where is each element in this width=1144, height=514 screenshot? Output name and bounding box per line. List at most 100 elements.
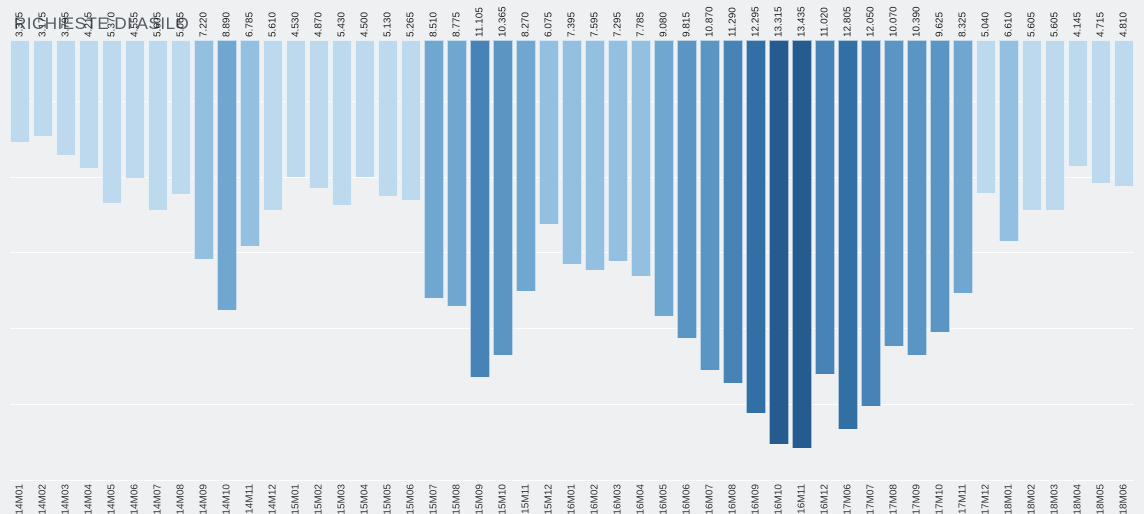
x-tick-label: 2016M03 (613, 484, 624, 514)
bar-column: 7.295 (608, 40, 628, 480)
value-label: 11.020 (820, 7, 831, 41)
x-tick-label: 2015M06 (406, 484, 417, 514)
x-tick: 2014M02 (33, 484, 53, 514)
bar: 5.040 (976, 40, 996, 193)
bar: 11.105 (470, 40, 490, 377)
value-label: 10.070 (889, 6, 900, 41)
x-tick-label: 2016M02 (590, 484, 601, 514)
x-tick-label: 2014M07 (153, 484, 164, 514)
bar-column: 4.500 (355, 40, 375, 480)
bar: 13.435 (792, 40, 812, 448)
x-tick: 2017M07 (861, 484, 881, 514)
plot-area: 3.3753.1753.7954.2155.3704.555 5.605 5.065… (10, 40, 1134, 480)
value-label: 5.610 (268, 12, 279, 41)
value-label: 7.785 (636, 12, 647, 41)
value-label: 10.390 (912, 6, 923, 41)
value-label: 4.530 (291, 12, 302, 41)
x-tick: 2016M03 (608, 484, 628, 514)
bar-column: 4.145 (1068, 40, 1088, 480)
value-label: 10.365 (498, 6, 509, 41)
x-tick-label: 2016M12 (820, 484, 831, 514)
x-tick: 2015M02 (309, 484, 329, 514)
value-label: 4.145 (1073, 12, 1084, 41)
bar-column: 4.555 (125, 40, 145, 480)
value-label: 6.075 (544, 12, 555, 41)
bar-column: 12.050 (861, 40, 881, 480)
bar: 5.065 (171, 40, 191, 194)
x-tick: 2014M12 (263, 484, 283, 514)
x-tick: 2015M04 (355, 484, 375, 514)
bar-column: 8.890 (217, 40, 237, 480)
x-tick-label: 2014M03 (61, 484, 72, 514)
bar-column: 12.805 (838, 40, 858, 480)
x-tick: 2015M11 (516, 484, 536, 514)
x-tick-label: 2017M06 (843, 484, 854, 514)
x-tick-label: 2016M06 (682, 484, 693, 514)
x-tick-label: 2015M12 (544, 484, 555, 514)
bar-column: 5.430 (332, 40, 352, 480)
x-tick: 2015M09 (470, 484, 490, 514)
bar: 10.070 (884, 40, 904, 346)
x-tick-label: 2017M08 (889, 484, 900, 514)
bar-column: 7.395 (562, 40, 582, 480)
x-tick: 2018M01 (999, 484, 1019, 514)
x-tick-label: 2015M05 (383, 484, 394, 514)
bar-column: 6.785 (240, 40, 260, 480)
x-tick: 2014M03 (56, 484, 76, 514)
bar-column: 7.785 (631, 40, 651, 480)
value-label: 7.295 (613, 12, 624, 41)
bar: 12.295 (746, 40, 766, 413)
value-label: 5.130 (383, 12, 394, 41)
x-tick: 2014M05 (102, 484, 122, 514)
bar-column: 6.075 (539, 40, 559, 480)
x-tick-label: 2014M01 (15, 484, 26, 514)
x-tick-label: 2016M11 (797, 484, 808, 514)
x-tick-label: 2014M02 (38, 484, 49, 514)
value-label: 6.785 (245, 12, 256, 41)
bar: 7.220 (194, 40, 214, 259)
bar: 10.390 (907, 40, 927, 355)
bar-column: 4.715 (1091, 40, 1111, 480)
x-tick-label: 2017M07 (866, 484, 877, 514)
value-label: 11.105 (475, 7, 486, 41)
bar: 5.370 (102, 40, 122, 203)
x-tick: 2016M05 (654, 484, 674, 514)
value-label: 5.430 (337, 12, 348, 41)
bar: 7.595 (585, 40, 605, 270)
bar-column: 4.215 (79, 40, 99, 480)
value-label: 13.435 (797, 6, 808, 41)
x-tick: 2017M10 (930, 484, 950, 514)
bar-column: 3.175 (33, 40, 53, 480)
bar-column: 8.775 (447, 40, 467, 480)
x-tick: 2016M04 (631, 484, 651, 514)
bar: 4.215 (79, 40, 99, 168)
bar: 5.265 (401, 40, 421, 200)
bar-column: 10.365 (493, 40, 513, 480)
bar-column: 3.375 (10, 40, 30, 480)
bar-column: 9.625 (930, 40, 950, 480)
value-label: 10.870 (705, 6, 716, 41)
bar: 4.555 (125, 40, 145, 178)
bar-column: 7.595 (585, 40, 605, 480)
x-tick-label: 2014M12 (268, 484, 279, 514)
bar: 8.890 (217, 40, 237, 310)
bar: 3.795 (56, 40, 76, 155)
x-tick-label: 2018M03 (1050, 484, 1061, 514)
bar: 13.315 (769, 40, 789, 444)
bar-column: 5.605 (1022, 40, 1042, 480)
x-tick-label: 2014M05 (107, 484, 118, 514)
x-tick: 2014M10 (217, 484, 237, 514)
value-label: 7.220 (199, 12, 210, 41)
value-label: 8.890 (222, 12, 233, 41)
x-tick-label: 2015M07 (429, 484, 440, 514)
bar-column: 11.290 (723, 40, 743, 480)
bar-column: 4.530 (286, 40, 306, 480)
value-label: 4.215 (84, 12, 95, 41)
bar-column: 10.870 (700, 40, 720, 480)
x-tick: 2015M10 (493, 484, 513, 514)
x-tick-label: 2014M08 (176, 484, 187, 514)
x-tick-label: 2014M04 (84, 484, 95, 514)
x-tick-label: 2015M04 (360, 484, 371, 514)
x-tick: 2017M08 (884, 484, 904, 514)
x-tick: 2014M07 (148, 484, 168, 514)
